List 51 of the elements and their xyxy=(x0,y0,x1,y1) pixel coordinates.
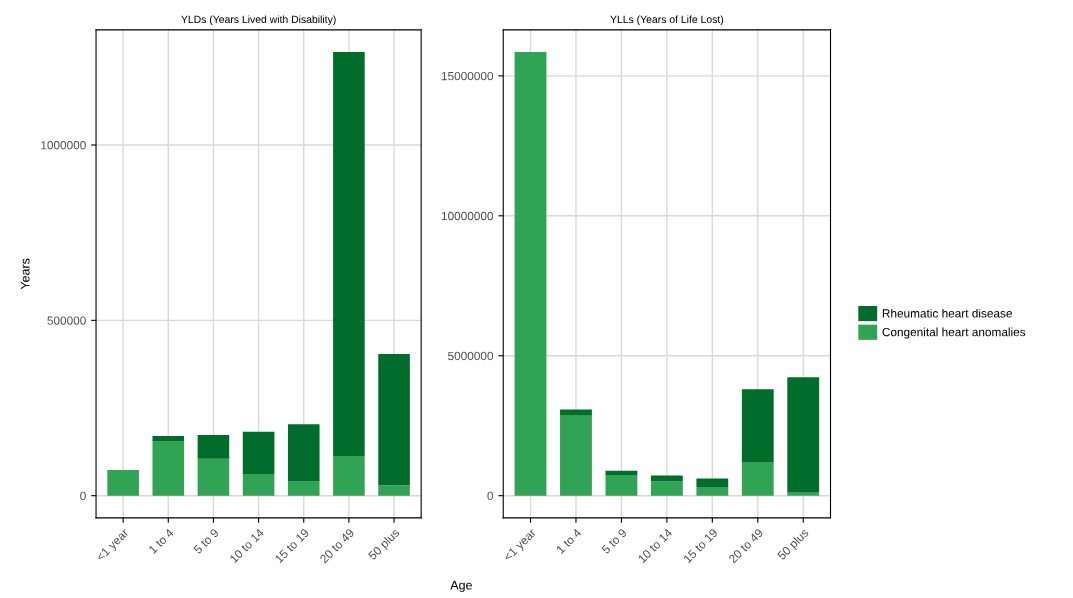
bar xyxy=(787,492,820,496)
x-tick-label: 5 to 9 xyxy=(601,528,628,555)
x-tick-label: 15 to 19 xyxy=(683,528,719,564)
bar xyxy=(152,440,185,496)
bar xyxy=(378,354,410,486)
x-tick-label: 1 to 4 xyxy=(148,528,175,554)
x-tick-label: 20 to 49 xyxy=(728,528,764,564)
bar xyxy=(152,436,185,441)
chart-title: YLLs (Years of Life Lost) xyxy=(610,15,724,26)
bar xyxy=(197,435,230,459)
y-tick-label: 0 xyxy=(487,491,494,501)
legend-label: Rheumatic heart disease xyxy=(882,308,1012,318)
x-tick-label: 10 to 14 xyxy=(229,528,265,564)
x-tick-label: 5 to 9 xyxy=(193,528,220,555)
bar xyxy=(197,458,230,496)
bar xyxy=(560,409,592,416)
y-tick-label: 1000000 xyxy=(41,141,86,150)
x-tick-label: 15 to 19 xyxy=(274,528,310,564)
bar xyxy=(333,52,365,457)
x-axis-title: Age xyxy=(450,580,472,593)
bar xyxy=(741,462,774,496)
x-tick-label: 1 to 4 xyxy=(556,528,582,554)
bar xyxy=(107,470,139,496)
x-tick-label: 20 to 49 xyxy=(319,528,355,564)
bar xyxy=(605,474,638,496)
bar xyxy=(650,475,683,482)
x-tick-label: 50 plus xyxy=(367,527,402,562)
bar xyxy=(741,389,774,463)
bar xyxy=(287,480,320,496)
bar xyxy=(242,473,275,496)
x-tick-label: 10 to 14 xyxy=(637,528,673,564)
chart-title: YLDs (Years Lived with Disability) xyxy=(181,15,336,26)
bar xyxy=(605,470,638,475)
x-tick-label: 50 plus xyxy=(776,527,811,562)
bar xyxy=(787,377,820,493)
y-axis-title: Years xyxy=(20,258,30,290)
bar xyxy=(514,52,547,496)
bar xyxy=(696,478,729,488)
bar xyxy=(560,415,592,496)
y-tick-label: 10000000 xyxy=(441,211,494,221)
y-tick-label: 500000 xyxy=(47,316,86,325)
legend-label: Congenital heart anomalies xyxy=(882,327,1026,339)
y-tick-label: 0 xyxy=(80,491,86,501)
bar xyxy=(287,424,320,481)
bar xyxy=(378,485,410,496)
y-tick-label: 5000000 xyxy=(448,351,494,361)
y-tick-label: 15000000 xyxy=(441,71,494,81)
bar xyxy=(650,481,683,496)
bar xyxy=(242,431,275,474)
bar xyxy=(333,456,365,496)
bar xyxy=(696,487,729,496)
